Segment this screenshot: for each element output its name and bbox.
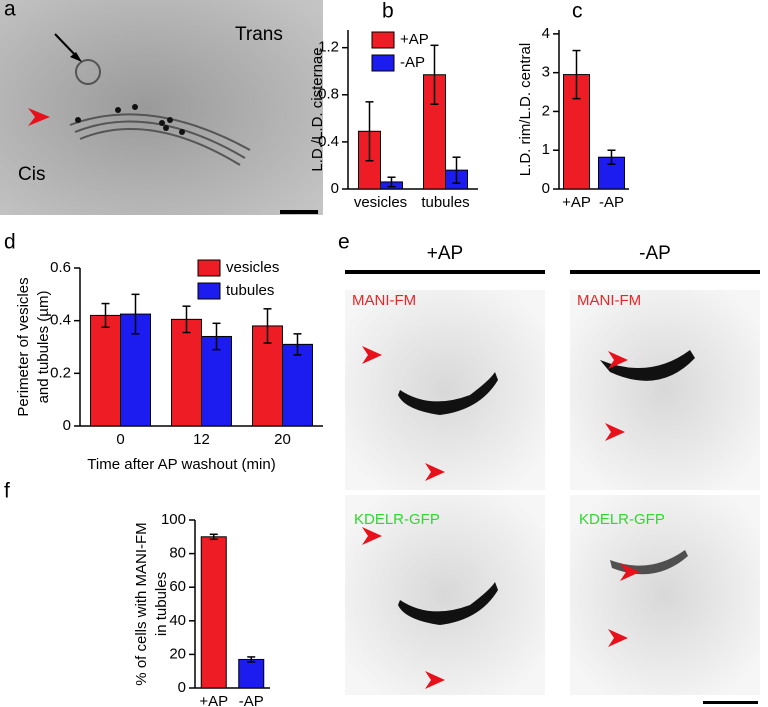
panel-letter: c xyxy=(572,0,583,23)
channel-label: MANI-FM xyxy=(577,292,641,309)
y-tick-label: 2 xyxy=(542,102,550,119)
bar xyxy=(201,335,232,427)
x-tick-label: vesicles xyxy=(354,194,407,211)
y-axis-label: in tubules xyxy=(153,572,170,636)
y-tick-label: 1 xyxy=(542,141,550,158)
y-axis-label: L.D./L.D. cisternae xyxy=(309,47,326,171)
x-tick-label: +AP xyxy=(199,693,228,707)
error-bar xyxy=(101,302,110,328)
bar xyxy=(200,536,227,689)
column-header: +AP xyxy=(427,243,463,264)
x-tick-label: +AP xyxy=(562,194,591,211)
legend-label: vesicles xyxy=(226,259,279,276)
channel-label: KDELR-GFP xyxy=(579,511,665,528)
bar xyxy=(90,314,121,427)
channel-label: KDELR-GFP xyxy=(354,511,440,528)
y-tick-label: 4 xyxy=(542,25,550,42)
y-tick-label: 3 xyxy=(542,64,550,81)
error-bar xyxy=(572,49,581,100)
region-label: Cis xyxy=(18,164,45,185)
fluorescence-image xyxy=(570,495,760,695)
column-header: -AP xyxy=(639,243,671,264)
error-bar xyxy=(209,533,218,541)
error-bar xyxy=(293,333,302,356)
x-tick-label: tubules xyxy=(421,194,469,211)
x-tick-label: 0 xyxy=(116,431,124,448)
panel-letter: b xyxy=(382,0,394,23)
x-axis-label: Time after AP washout (min) xyxy=(87,456,275,473)
y-tick-label: 0.4 xyxy=(318,133,339,150)
scale-bar xyxy=(703,701,758,704)
arrow-head xyxy=(70,52,82,62)
x-tick-label: -AP xyxy=(599,194,624,211)
y-tick-label: 0.6 xyxy=(50,259,71,276)
error-bar xyxy=(387,176,396,188)
x-tick-label: 12 xyxy=(193,431,210,448)
golgi-stack xyxy=(69,59,251,166)
legend-swatch xyxy=(371,31,395,49)
y-tick-label: 0.4 xyxy=(50,312,71,329)
region-label: Trans xyxy=(235,24,283,45)
y-axis-label: L.D. rim/L.D. central xyxy=(517,43,534,176)
column-bar xyxy=(345,270,545,274)
error-bar xyxy=(182,305,191,334)
error-bar xyxy=(131,293,140,335)
arrowhead xyxy=(28,108,50,126)
column-bar xyxy=(570,270,760,274)
y-tick-label: 0 xyxy=(63,417,71,434)
legend-label: +AP xyxy=(400,31,429,48)
fluorescence-image xyxy=(345,495,545,695)
panel-letter: d xyxy=(4,231,16,254)
legend-label: -AP xyxy=(400,54,425,71)
y-tick-label: 0 xyxy=(331,180,339,197)
panel-letter: f xyxy=(4,480,10,503)
y-tick-label: 0.8 xyxy=(318,86,339,103)
y-tick-label: 40 xyxy=(169,612,186,629)
error-bar xyxy=(263,308,272,344)
channel-label: MANI-FM xyxy=(352,292,416,309)
scale-bar xyxy=(280,210,318,214)
x-tick-label: -AP xyxy=(239,693,264,707)
fluorescence-image xyxy=(345,290,545,490)
y-tick-label: 1.2 xyxy=(318,39,339,56)
y-tick-label: 0 xyxy=(542,180,550,197)
legend-label: tubules xyxy=(226,282,274,299)
panel-letter: e xyxy=(338,231,350,254)
error-bar xyxy=(452,156,461,184)
y-tick-label: 0 xyxy=(178,679,186,696)
fluorescence-image xyxy=(570,290,760,490)
legend-swatch xyxy=(197,282,221,300)
error-bar xyxy=(430,44,439,105)
arrowheads xyxy=(362,346,640,689)
y-tick-label: 80 xyxy=(169,545,186,562)
error-bar xyxy=(247,656,256,663)
gold-particles xyxy=(75,104,185,135)
error-bar xyxy=(607,149,616,165)
y-tick-label: 20 xyxy=(169,645,186,662)
error-bar xyxy=(212,322,221,351)
y-tick-label: 60 xyxy=(169,578,186,595)
panel-letter: a xyxy=(4,0,16,21)
y-axis-label: Perimeter of vesicles xyxy=(15,277,32,416)
legend-swatch xyxy=(197,259,221,277)
legend-swatch xyxy=(371,54,395,72)
bar xyxy=(282,343,313,427)
y-tick-label: 0.2 xyxy=(50,364,71,381)
error-bar xyxy=(365,101,374,162)
micrograph xyxy=(0,0,323,215)
bar xyxy=(171,318,202,427)
y-axis-label: % of cells with MANI-FM xyxy=(133,522,150,685)
bar xyxy=(238,658,265,689)
y-tick-label: 100 xyxy=(161,511,186,528)
x-tick-label: 20 xyxy=(274,431,291,448)
y-axis-label: and tubules (µm) xyxy=(35,291,52,404)
